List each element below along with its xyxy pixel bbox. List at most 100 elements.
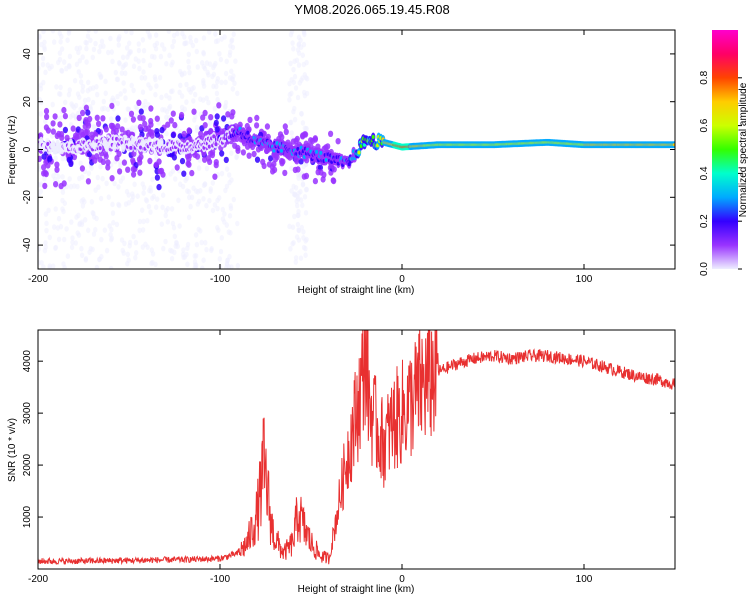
spectrogram-noise-blob (303, 252, 308, 258)
spectrogram-noise-blob (114, 76, 120, 83)
spectrogram-x-tick-label: -200 (28, 274, 48, 285)
spectrogram-noise-blob (67, 176, 72, 182)
spectrogram-noise-blob (140, 37, 146, 43)
spectrogram-noise-blob (150, 251, 156, 257)
spectrogram-signal-blob (254, 114, 260, 122)
spectrogram-noise-blob (133, 124, 139, 131)
colorbar: 0.0 0.2 0.4 0.6 0.8 Normalized spectral ampl… (699, 30, 749, 276)
spectrogram-noise-blob (291, 66, 296, 73)
spectrogram-noise-blob (287, 97, 292, 103)
spectrogram-signal-blob (79, 128, 85, 135)
spectrogram-noise-blob (215, 76, 221, 82)
spectrogram-noise-blob (219, 170, 225, 177)
spectrogram-signal-blob (157, 168, 163, 175)
spectrogram-noise-blob (301, 229, 306, 235)
spectrogram-noise-blob (195, 64, 200, 70)
spectrogram-noise-blob (74, 45, 79, 52)
spectrogram-signal-blob (315, 169, 321, 176)
spectrogram-y-tick-label: -20 (22, 190, 33, 205)
spectrogram-signal-blob (137, 159, 143, 166)
spectrogram-noise-blob (302, 89, 307, 96)
spectrogram-noise-blob (38, 182, 42, 188)
spectrogram-y-tick-label: 0 (22, 146, 33, 152)
spectrogram-noise-blob (100, 175, 105, 182)
spectrogram-noise-blob (94, 215, 99, 222)
spectrogram-noise-blob (53, 244, 59, 251)
spectrogram-noise-blob (185, 261, 190, 268)
spectrogram-x-tick-label: 100 (576, 274, 593, 285)
spectrogram-noise-blob (296, 175, 301, 181)
spectrogram-noise-blob (104, 247, 110, 254)
spectrogram-noise-blob (93, 30, 98, 34)
spectrogram-noise-blob (164, 130, 169, 137)
snr-x-tick-label: 0 (399, 574, 405, 585)
spectrogram-signal-blob (303, 131, 309, 138)
spectrogram-noise-blob (66, 91, 72, 98)
spectrogram-signal-blob (312, 177, 318, 185)
spectrogram-noise-blob (140, 181, 145, 187)
spectrogram-noise-blob (184, 81, 189, 88)
spectrogram-noise-blob (215, 205, 220, 212)
spectrogram-noise-blob (121, 80, 126, 86)
spectrogram-signal-blob (198, 130, 204, 137)
spectrogram-signal-blob (110, 122, 116, 130)
spectrogram-noise-blob (129, 197, 135, 203)
spectrogram-signal-blob (172, 121, 178, 129)
spectrogram-signal-blob (213, 159, 219, 166)
spectrogram-signal-blob (154, 115, 160, 122)
spectrogram-signal-blob (85, 178, 91, 185)
spectrogram-noise-blob (123, 117, 128, 123)
spectrogram-noise-blob (74, 61, 80, 68)
spectrogram-noise-blob (301, 30, 306, 34)
spectrogram-signal-blob (54, 166, 60, 173)
spectrogram-noise-blob (84, 45, 89, 52)
spectrogram-noise-blob (177, 89, 182, 96)
spectrogram-noise-blob (136, 41, 141, 47)
spectrogram-noise-blob (186, 214, 192, 221)
spectrogram-noise-blob (60, 197, 65, 204)
spectrogram-signal-blob (96, 120, 102, 128)
spectrogram-noise-blob (140, 227, 146, 233)
spectrogram-noise-blob (49, 63, 54, 70)
spectrogram-noise-blob (134, 250, 139, 256)
spectrogram-signal-blob (93, 131, 99, 139)
spectrogram-signal-blob (174, 164, 180, 171)
spectrogram-signal-blob (137, 169, 143, 176)
spectrogram-noise-blob (198, 188, 203, 194)
spectrogram-noise-blob (141, 57, 146, 64)
spectrogram-noise-blob (94, 264, 100, 269)
spectrogram-noise-blob (38, 86, 44, 92)
spectrogram-noise-blob (294, 234, 300, 240)
spectrogram-ridge-core (319, 150, 323, 155)
spectrogram-signal-blob (153, 161, 159, 168)
spectrogram-noise-blob (148, 209, 153, 215)
spectrogram-noise-blob (57, 91, 62, 97)
spectrogram-signal-blob (200, 114, 206, 121)
spectrogram-ridge-core (105, 145, 109, 150)
spectrogram-noise-blob (137, 227, 142, 234)
spectrogram-noise-blob (123, 70, 128, 77)
spectrogram-noise-blob (99, 236, 104, 243)
spectrogram-noise-blob (211, 71, 217, 78)
spectrogram-ridge-core (159, 140, 163, 145)
spectrogram-signal-blob (105, 164, 111, 171)
spectrogram-noise-blob (42, 39, 47, 46)
spectrogram-noise-blob (70, 112, 76, 118)
spectrogram-noise-blob (86, 96, 91, 103)
spectrogram-signal-blob (254, 156, 261, 163)
spectrogram-noise-blob (165, 219, 170, 225)
spectrogram-noise-blob (169, 206, 175, 212)
spectrogram-noise-blob (67, 63, 72, 70)
spectrogram-noise-blob (201, 63, 206, 70)
spectrogram-noise-blob (235, 262, 240, 269)
spectrogram-noise-blob (291, 108, 296, 115)
spectrogram-signal-blob (143, 125, 149, 132)
spectrogram-noise-blob (93, 40, 98, 47)
spectrogram-noise-blob (116, 42, 122, 48)
spectrogram-noise-blob (50, 30, 56, 34)
spectrogram-signal-blob (137, 123, 143, 131)
spectrogram-noise-blob (229, 37, 235, 43)
spectrogram-signal-blob (272, 156, 279, 163)
spectrogram-noise-blob (295, 94, 301, 101)
spectrogram-noise-blob (83, 217, 88, 223)
